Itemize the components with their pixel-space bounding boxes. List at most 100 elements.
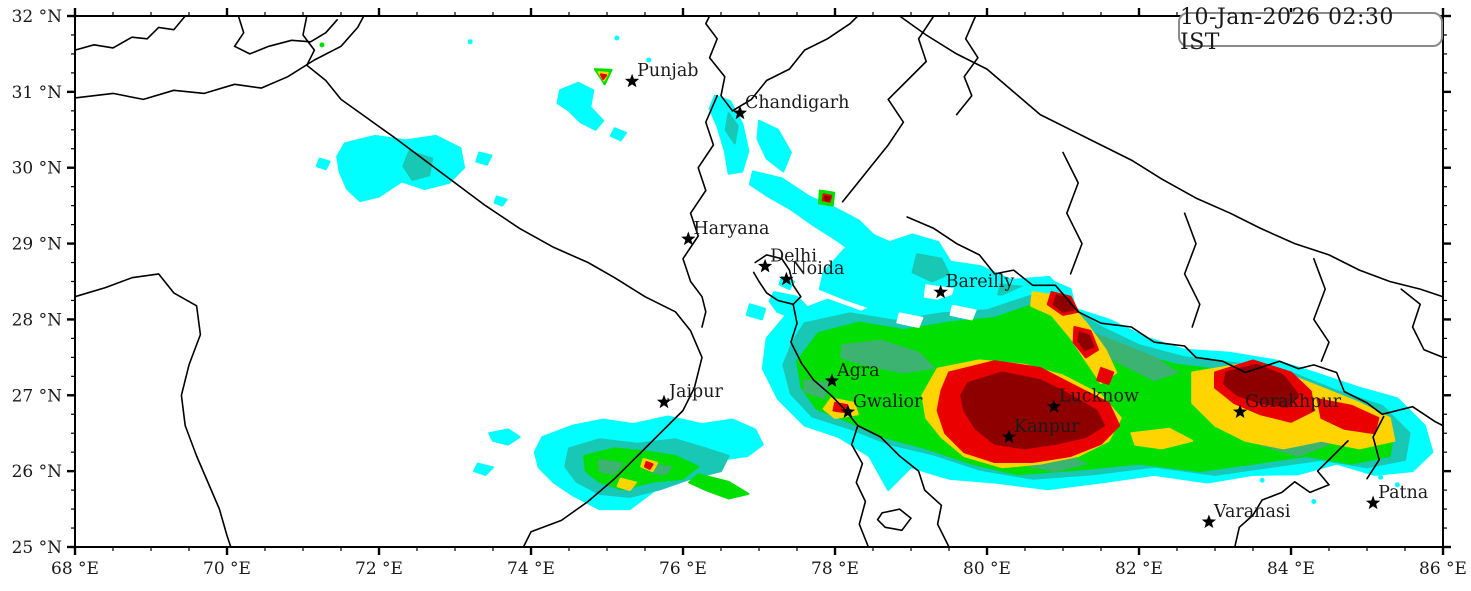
state-border-6 [731,15,859,112]
contour-sw-green-finger [688,473,750,500]
contour-sw-red-a [644,461,654,470]
state-border-11 [898,15,1444,298]
state-border-9 [955,15,979,116]
city-star-noida [779,271,794,286]
city-label-jaipur: Jaipur [667,382,724,402]
y-tick-label: 28 °N [12,310,63,330]
y-tick-label: 25 °N [12,538,63,558]
contour-darkred-kanpur [960,371,1105,450]
city-star-chandigarh [732,105,748,120]
city-label-kanpur: Kanpur [1014,417,1080,437]
contour-diagonal-spot-core [824,195,831,202]
timestamp-box: 10-Jan-2026 02:30 IST [1178,5,1443,55]
y-tick-label: 32 °N [12,7,63,27]
x-tick-label: 68 °E [51,559,99,579]
contour-red-ne-3 [1096,367,1115,385]
city-label-varanasi: Varanasi [1213,502,1291,522]
state-border-12 [1062,151,1083,275]
contour-dkgreen-west [803,379,829,400]
state-border-5 [682,94,719,328]
contour-sw-dkgreen-a [598,458,624,476]
x-tick-label: 82 °E [1115,559,1163,579]
city-star-patna [1365,495,1381,510]
x-tick-label: 74 °E [507,559,555,579]
city-star-delhi [757,258,773,273]
x-tick-label: 84 °E [1267,559,1315,579]
state-border-20 [1234,439,1349,548]
contour-speck-2 [319,42,325,48]
contour-punjab-patch [556,81,605,131]
y-tick-label: 26 °N [12,462,63,482]
timestamp-label: 10-Jan-2026 02:30 IST [1180,4,1394,55]
y-tick-label: 31 °N [12,83,63,103]
city-label-gwalior: Gwalior [853,392,923,412]
contour-hole-a [896,312,924,328]
contour-darkred-ne-2 [1077,331,1095,351]
city-label-punjab: Punjab [637,61,698,81]
y-tick-label: 29 °N [12,235,63,255]
y-tick-label: 30 °N [12,159,63,179]
state-border-1 [74,15,186,51]
x-tick-label: 70 °E [203,559,251,579]
city-label-gorakhpur: Gorakhpur [1245,392,1342,412]
contour-sw-yellow-b [616,477,637,492]
contour-nw-dot-b [475,151,493,166]
contour-speck-4 [1259,477,1265,483]
state-border-13 [1183,212,1201,328]
state-border-7 [704,15,734,112]
city-label-haryana: Haryana [693,219,769,239]
contour-dkgreen-agra [840,339,935,374]
x-tick-label: 78 °E [811,559,859,579]
city-label-bareilly: Bareilly [946,272,1015,292]
city-star-agra [824,373,840,387]
city-label-chandigarh: Chandigarh [745,93,849,113]
x-tick-label: 80 °E [963,559,1011,579]
city-label-delhi: Delhi [770,246,817,266]
city-star-gorakhpur [1232,404,1248,418]
contour-speck-3 [646,57,652,63]
state-border-17 [790,303,870,548]
city-star-lucknow [1046,399,1061,413]
contour-sw-mass-green [583,447,700,491]
state-border-8 [841,15,935,203]
contour-punjab-dot [609,127,627,142]
city-star-kanpur [1001,429,1017,444]
contour-sw-dot-b [473,462,494,476]
state-border-3 [302,15,703,548]
contour-foothill-band [756,119,792,173]
city-star-gwalior [840,404,856,418]
state-border-15 [1400,288,1444,359]
contour-delhi-patch-b [745,303,767,321]
contour-sw-dot-a [488,428,521,446]
contour-nw-blob-core [402,150,434,181]
city-star-bareilly [933,284,948,299]
city-star-varanasi [1201,514,1217,528]
contour-darkred-gorakhpur [1223,363,1300,408]
city-label-patna: Patna [1378,483,1428,503]
x-tick-label: 86 °E [1419,559,1467,579]
city-label-noida: Noida [791,259,844,279]
y-tick-label: 27 °N [12,386,63,406]
contour-speck-5 [1394,482,1400,488]
state-border-18 [856,424,950,548]
city-label-lucknow: Lucknow [1059,387,1139,407]
state-border-19 [876,508,912,532]
contour-speck-1 [614,35,620,41]
state-border-4 [74,273,232,548]
city-star-haryana [681,231,696,246]
contour-speck-6 [1378,474,1384,480]
state-border-0 [74,15,365,101]
state-border-21 [1366,415,1385,480]
x-tick-label: 76 °E [659,559,707,579]
city-label-agra: Agra [836,361,880,381]
state-border-16 [752,254,802,306]
contour-speck-0 [467,39,473,45]
x-tick-label: 72 °E [355,559,403,579]
contour-hole-b [949,304,977,321]
contour-chandigarh-band-core [724,112,739,145]
contour-nw-dot-a [315,157,331,171]
contour-nw-dot-c [493,195,508,207]
state-border-14 [1313,257,1330,363]
city-star-jaipur [656,394,672,409]
contour-punjab-spot-core [599,73,608,80]
